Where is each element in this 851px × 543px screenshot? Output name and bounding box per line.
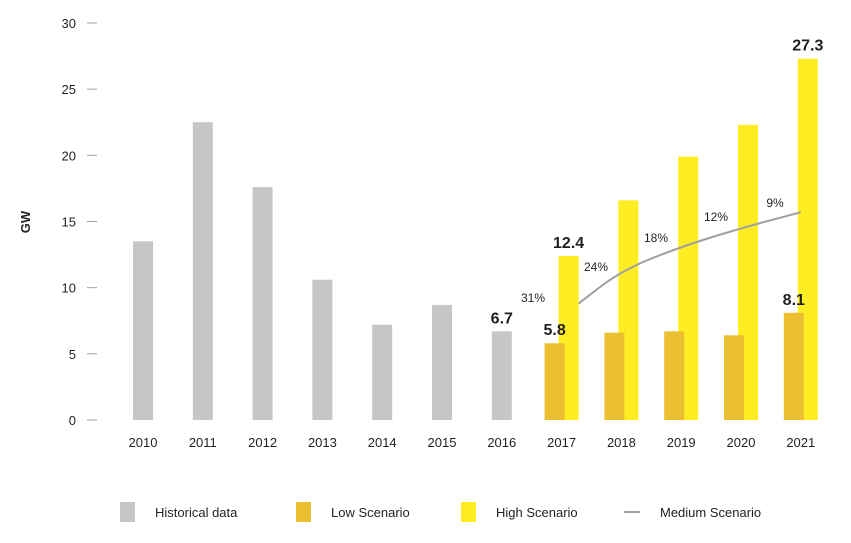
legend-label: Medium Scenario <box>660 504 762 520</box>
y-tick-label: 20 <box>62 148 76 163</box>
line-medium-scenario <box>577 211 802 305</box>
legend-label: High Scenario <box>496 504 578 520</box>
legend-item-medium: Medium Scenario <box>624 500 761 524</box>
x-axis: 2010 2011 2012 2013 2014 2015 2016 2017 2018 2019… <box>129 435 816 450</box>
y-tick-label: 25 <box>62 82 76 97</box>
y-axis-label: GW <box>18 210 33 233</box>
legend-item-historical: Historical data <box>120 500 237 524</box>
legend-swatch-low <box>296 502 311 522</box>
data-label: 6.7 <box>491 310 513 327</box>
data-label: 27.3 <box>792 38 823 55</box>
data-label: 5.8 <box>543 322 565 339</box>
legend-item-low: Low Scenario <box>296 500 410 524</box>
bar-low-scenario <box>783 312 804 420</box>
x-tick-label: 2015 <box>428 435 457 450</box>
x-tick-label: 2019 <box>667 435 696 450</box>
medium-line <box>577 211 802 305</box>
legend-label: Low Scenario <box>331 504 410 520</box>
data-labels: 6.7 5.8 12.4 8.1 27.3 31% 24% 18% 12% 9% <box>491 38 824 340</box>
y-tick-label: 5 <box>69 347 76 362</box>
data-label: 8.1 <box>783 292 805 309</box>
legend-item-high: High Scenario <box>461 500 578 524</box>
legend-swatch-high <box>461 502 476 522</box>
y-axis: 0 5 10 15 20 25 30 <box>62 16 97 428</box>
y-tick-label: 0 <box>69 413 76 428</box>
x-tick-label: 2011 <box>189 435 217 450</box>
x-tick-label: 2012 <box>248 435 277 450</box>
bar-low-scenario <box>724 335 744 420</box>
bar-historical <box>312 279 333 420</box>
bar-low-scenario <box>604 332 625 420</box>
x-tick-label: 2010 <box>129 435 158 450</box>
growth-annotation: 9% <box>766 196 784 210</box>
growth-annotation: 12% <box>704 210 728 224</box>
legend-line-medium <box>624 511 640 513</box>
bars <box>133 58 818 420</box>
bar-historical <box>192 122 213 420</box>
x-tick-label: 2017 <box>547 435 576 450</box>
x-tick-label: 2013 <box>308 435 337 450</box>
bar-low-scenario <box>664 331 685 420</box>
x-tick-label: 2014 <box>368 435 397 450</box>
y-tick-label: 10 <box>62 281 76 296</box>
bar-historical <box>432 304 452 420</box>
legend-label: Historical data <box>155 504 238 520</box>
growth-annotation: 18% <box>644 231 668 245</box>
chart: 0 5 10 15 20 25 30 GW 6.7 5.8 12.4 8.1 27.3 31% 24% 1… <box>18 16 824 450</box>
data-label: 12.4 <box>553 235 584 252</box>
bar-historical <box>491 331 512 420</box>
growth-annotation: 31% <box>521 291 545 305</box>
bar-historical <box>252 187 273 420</box>
bar-low-scenario <box>544 343 565 420</box>
growth-annotation: 24% <box>584 260 608 274</box>
x-tick-label: 2021 <box>786 435 815 450</box>
y-tick-label: 15 <box>62 215 76 230</box>
legend-swatch-historical <box>120 502 135 522</box>
x-tick-label: 2018 <box>607 435 636 450</box>
bar-historical <box>372 324 393 420</box>
legend: Historical data Low Scenario High Scenar… <box>0 500 851 524</box>
x-tick-label: 2020 <box>727 435 756 450</box>
y-tick-label: 30 <box>62 16 76 31</box>
x-tick-label: 2016 <box>487 435 516 450</box>
bar-historical <box>133 241 153 420</box>
